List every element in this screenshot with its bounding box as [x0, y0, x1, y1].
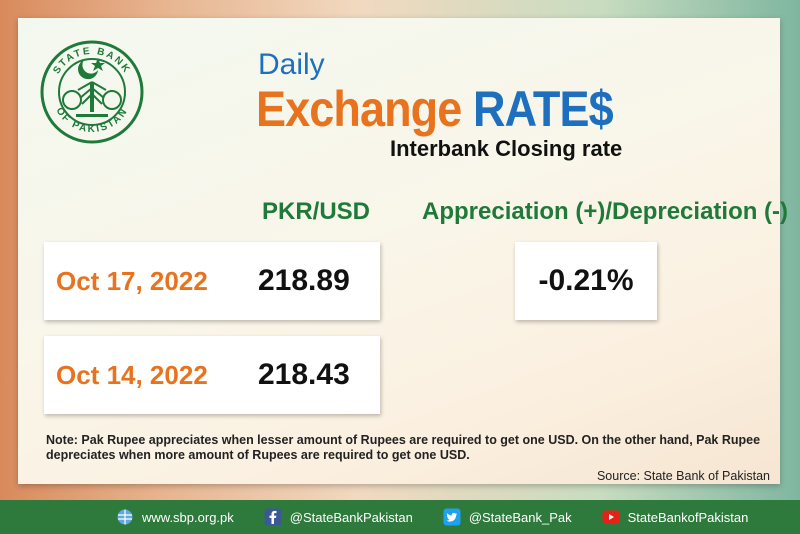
footer-facebook-label: @StateBankPakistan: [289, 509, 413, 525]
source-text: Source: State Bank of Pakistan: [596, 469, 770, 483]
header-change: Appreciation (+)/Depreciation (-): [422, 198, 789, 225]
footer-twitter[interactable]: @StateBank_Pak: [443, 508, 572, 526]
rate-row-1: Oct 17, 2022 218.89: [44, 242, 380, 320]
title-main: Exchange RATE$: [256, 80, 614, 138]
title-rates: RATE$: [473, 81, 614, 137]
note-text: Note: Pak Rupee appreciates when lesser …: [46, 433, 761, 462]
footer-website[interactable]: www.sbp.org.pk: [116, 508, 234, 526]
youtube-icon: [602, 508, 620, 526]
row-date: Oct 17, 2022: [56, 266, 208, 296]
footer-website-label: www.sbp.org.pk: [142, 509, 234, 525]
title-daily: Daily: [258, 48, 325, 81]
sbp-logo: STATE BANK OF PAKISTAN: [40, 40, 144, 144]
footer-twitter-label: @StateBank_Pak: [468, 509, 572, 525]
row-rate: 218.43: [258, 358, 350, 391]
footer-youtube-label: StateBankofPakistan: [627, 509, 749, 525]
row-rate: 218.89: [258, 264, 350, 297]
facebook-icon: [264, 508, 282, 526]
twitter-icon: [443, 508, 461, 526]
change-value: -0.21%: [515, 242, 657, 320]
footer-facebook[interactable]: @StateBankPakistan: [264, 508, 413, 526]
header-pair: PKR/USD: [262, 198, 371, 225]
row-date: Oct 14, 2022: [56, 360, 208, 390]
footer-youtube[interactable]: StateBankofPakistan: [602, 508, 749, 526]
subtitle: Interbank Closing rate: [390, 136, 623, 161]
globe-icon: [116, 508, 134, 526]
title-exchange: Exchange: [256, 81, 462, 137]
rate-row-2: Oct 14, 2022 218.43: [44, 336, 380, 414]
footer-bar: www.sbp.org.pk @StateBankPakistan @State…: [0, 500, 800, 534]
